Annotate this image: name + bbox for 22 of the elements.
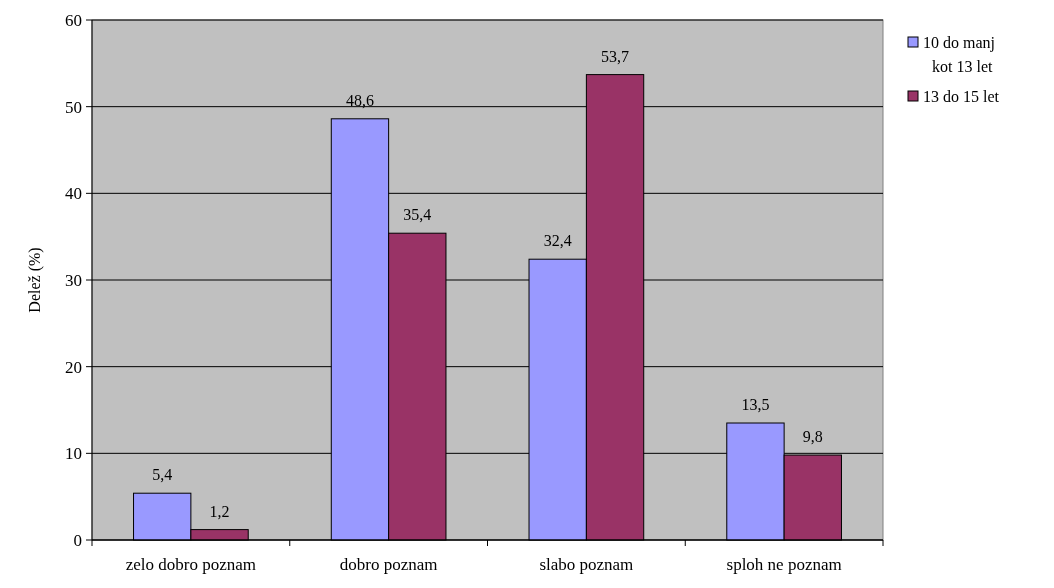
legend-label: 13 do 15 let	[923, 88, 1000, 105]
data-label: 53,7	[601, 47, 630, 65]
data-label: 32,4	[543, 232, 572, 250]
data-label: 48,6	[345, 91, 374, 109]
y-tick-label: 40	[65, 184, 82, 204]
x-tick-label: slabo poznam	[539, 555, 634, 574]
y-axis-title: Delež (%)	[26, 247, 44, 313]
y-tick-label: 10	[65, 444, 82, 464]
data-label: 1,2	[209, 502, 230, 520]
x-tick-label: zelo dobro poznam	[125, 555, 257, 574]
legend-label: 10 do manj kot 13 let	[923, 34, 995, 75]
y-tick-label: 60	[65, 11, 82, 30]
data-label: 35,4	[403, 206, 432, 224]
x-tick-label: dobro poznam	[339, 555, 438, 574]
data-label: 5,4	[152, 466, 173, 484]
data-label: 9,8	[802, 428, 823, 446]
y-tick-label: 0	[73, 531, 82, 550]
data-label: 13,5	[741, 396, 770, 413]
y-tick-label: 50	[65, 97, 82, 117]
y-tick-label: 20	[65, 357, 82, 377]
y-tick-label: 30	[65, 271, 82, 290]
x-tick-label: sploh ne poznam	[726, 555, 842, 574]
